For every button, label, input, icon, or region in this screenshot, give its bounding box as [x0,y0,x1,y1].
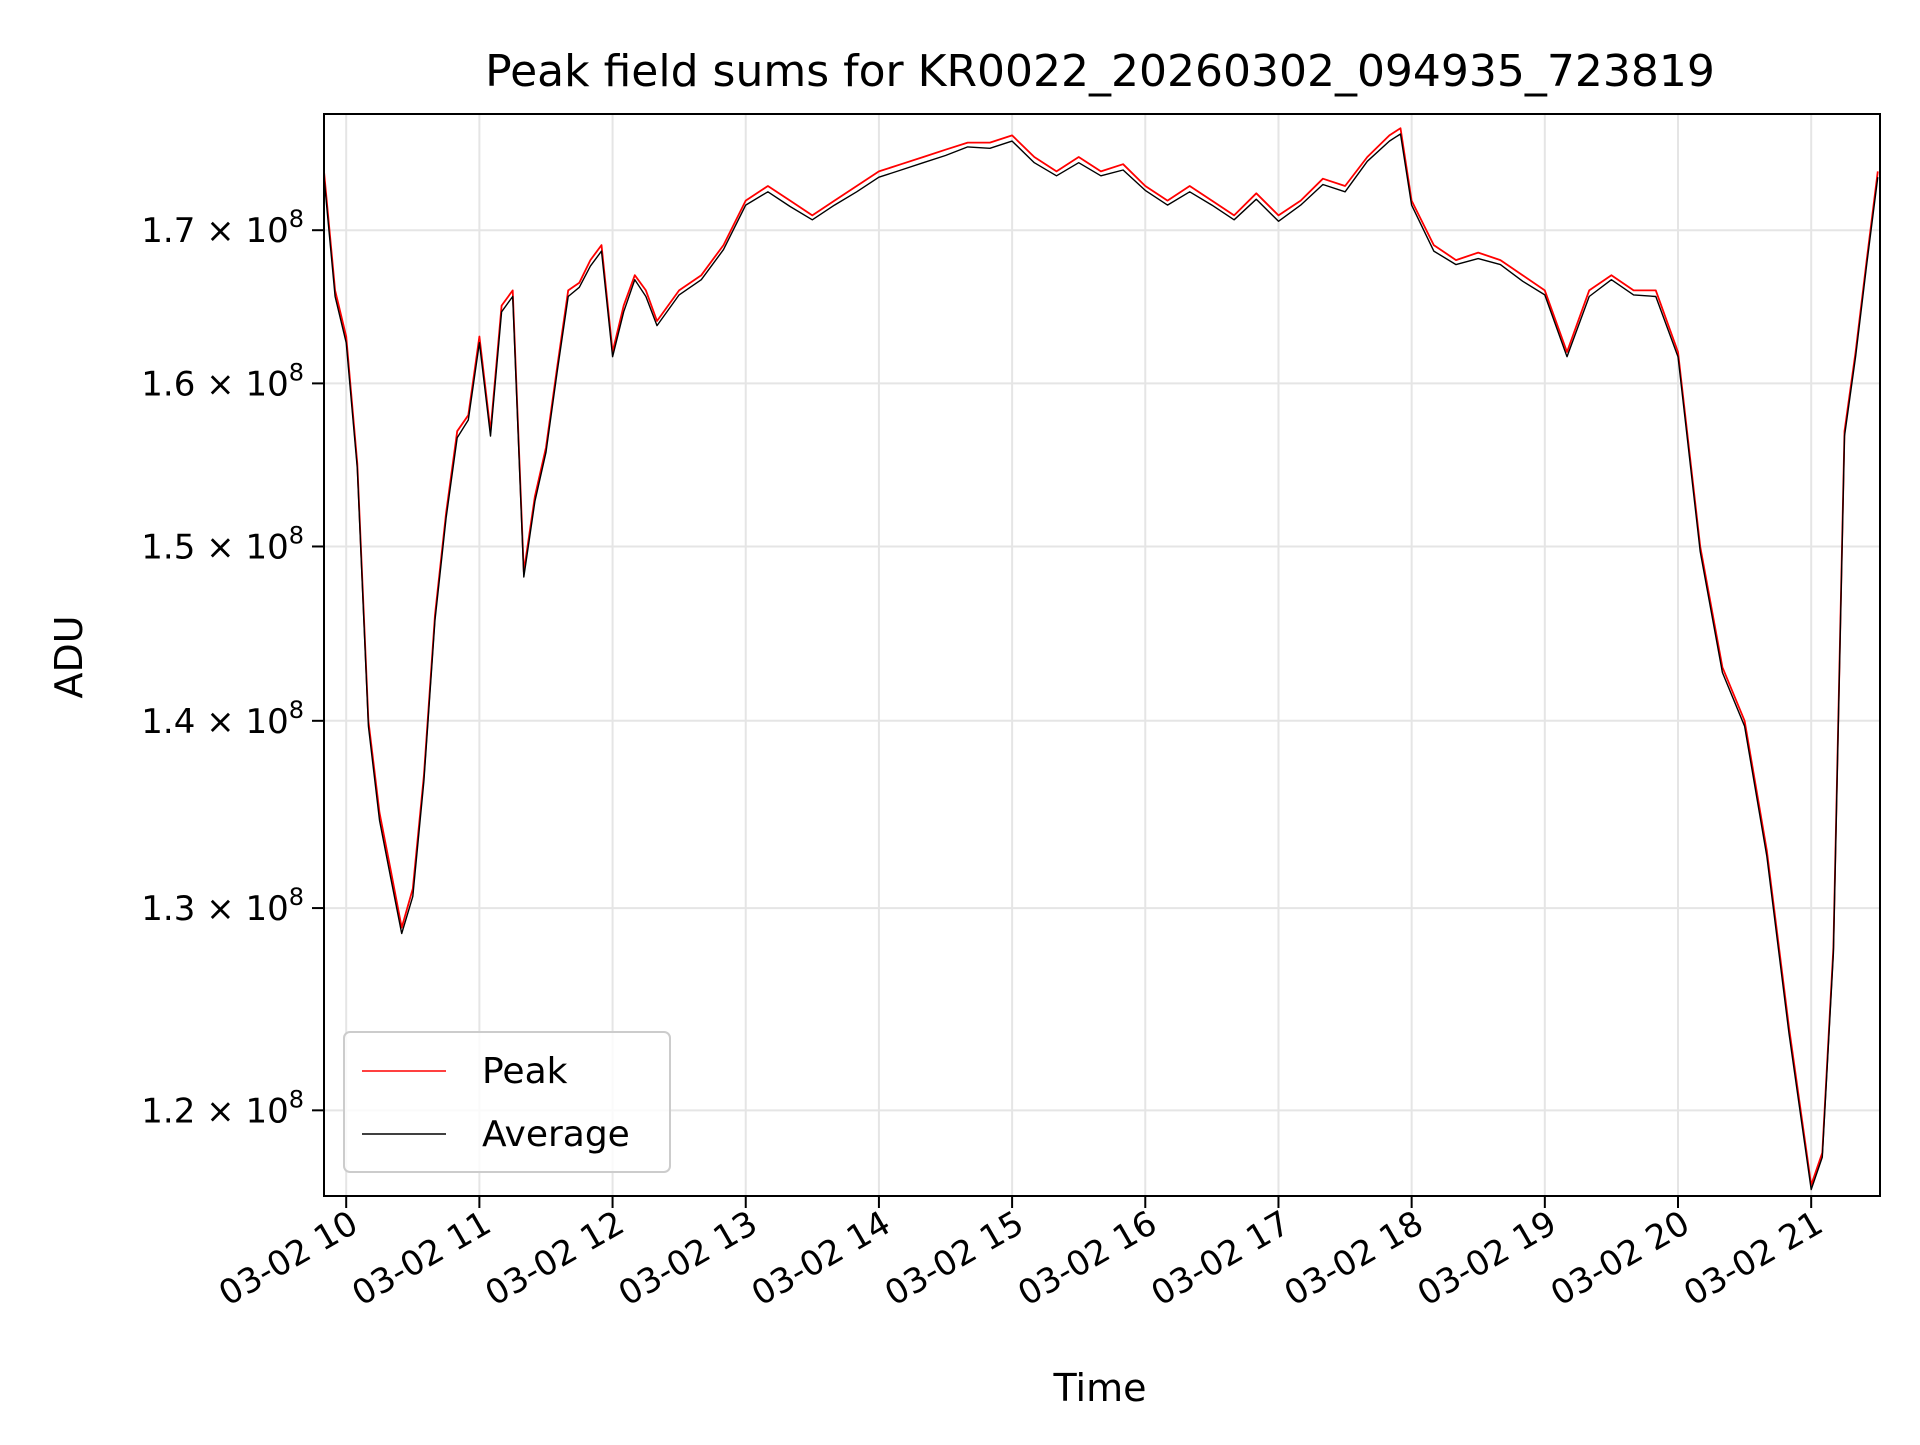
y-tick-label: 1.3 × 108 [141,883,304,929]
legend-box [343,1031,671,1173]
y-axis-label: ADU [47,615,91,698]
y-tick-label: 1.5 × 108 [141,521,304,567]
x-axis-label: Time [1053,1366,1147,1410]
legend: Peak Average [343,1031,671,1173]
grid [324,114,1880,1196]
y-tick-label: 1.7 × 108 [141,205,304,251]
y-tick-label: 1.2 × 108 [141,1085,304,1131]
chart-title: Peak field sums for KR0022_20260302_0949… [485,46,1715,97]
legend-label-average: Average [482,1114,630,1155]
series-line-average [323,133,1879,1191]
series-layer [323,127,1879,1191]
y-tick-label: 1.6 × 108 [141,358,304,404]
plot-frame [323,113,1881,1197]
legend-label-peak: Peak [482,1051,568,1092]
y-tick-label: 1.4 × 108 [141,696,304,742]
